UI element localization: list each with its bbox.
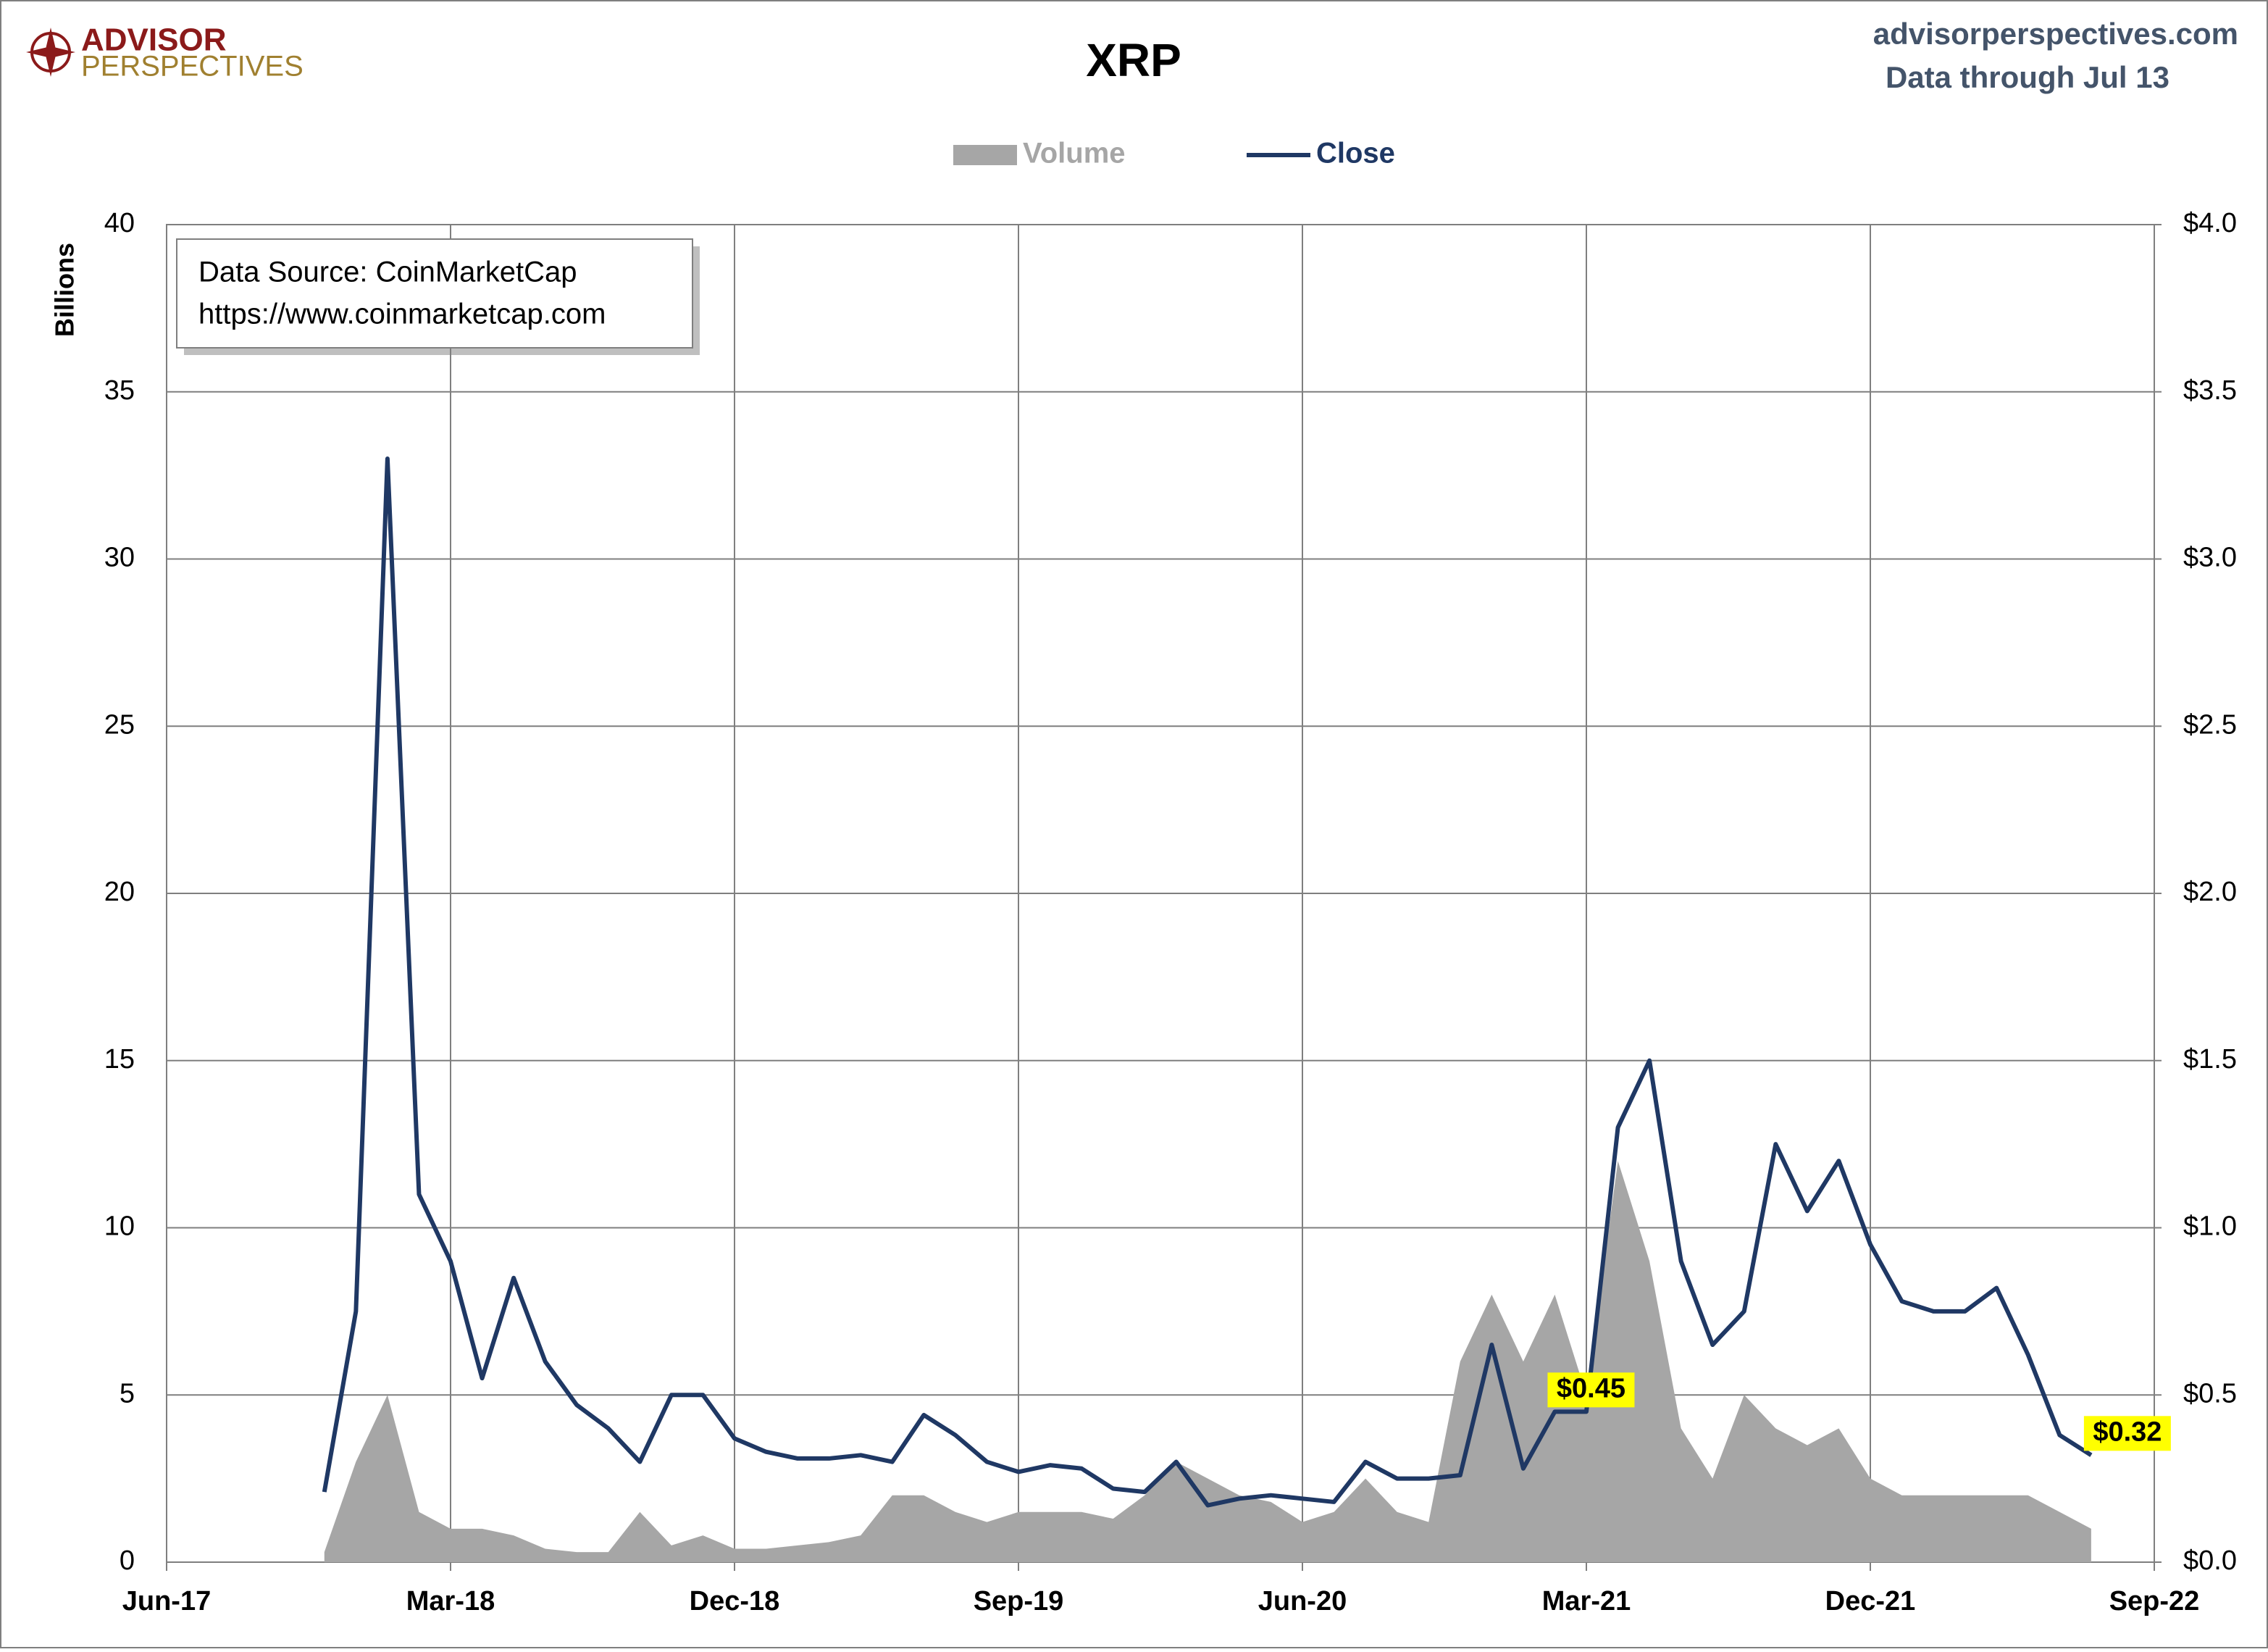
y-tick-label: 0 <box>120 1545 135 1576</box>
y2-tick-label: $3.5 <box>2183 375 2237 406</box>
x-tick-label: Jun-20 <box>1258 1586 1347 1616</box>
value-label: $0.45 <box>1557 1373 1625 1403</box>
x-tick-label: Sep-22 <box>2109 1586 2200 1616</box>
logo: ADVISOR PERSPECTIVES <box>26 22 304 83</box>
source-url: https://www.coinmarketcap.com <box>198 299 606 330</box>
y2-tick-label: $0.0 <box>2183 1545 2237 1576</box>
y-tick-label: 25 <box>104 709 135 740</box>
y2-tick-label: $0.5 <box>2183 1378 2237 1409</box>
y-tick-label: 30 <box>104 543 135 573</box>
x-tick-label: Jun-17 <box>122 1586 211 1616</box>
y-tick-label: 5 <box>120 1378 135 1409</box>
data-note: Data through Jul 13 <box>1886 60 2169 94</box>
y-tick-label: 10 <box>104 1211 135 1242</box>
logo-star <box>26 28 75 77</box>
y2-tick-label: $4.0 <box>2183 208 2237 238</box>
source-box: Data Source: CoinMarketCap https://www.c… <box>176 238 700 355</box>
y2-tick-label: $3.0 <box>2183 543 2237 573</box>
legend-label: Close <box>1316 138 1395 170</box>
box <box>176 238 693 349</box>
y2-tick-label: $2.5 <box>2183 709 2237 740</box>
value-label-bg <box>1547 1372 1635 1408</box>
chart-title: XRP <box>1086 34 1181 86</box>
legend-swatch <box>953 145 1017 165</box>
x-tick-label: Dec-21 <box>1825 1586 1916 1616</box>
x-tick-label: Mar-21 <box>1542 1586 1631 1616</box>
legend-label: Volume <box>1023 138 1126 170</box>
y2-tick-label: $1.0 <box>2183 1211 2237 1242</box>
y-tick-label: 15 <box>104 1044 135 1075</box>
value-label-bg <box>2083 1416 2171 1451</box>
y2-tick-label: $1.5 <box>2183 1044 2237 1075</box>
x-tick-label: Dec-18 <box>690 1586 780 1616</box>
logo-top: ADVISOR <box>81 22 226 58</box>
source-line: Data Source: CoinMarketCap <box>198 256 577 288</box>
close-line <box>322 456 2093 1508</box>
value-label: $0.32 <box>2093 1417 2162 1447</box>
y-tick-label: 20 <box>104 877 135 907</box>
y-tick-label: 40 <box>104 208 135 238</box>
site: advisorperspectives.com <box>1873 17 2238 51</box>
legend: Volume Close <box>953 138 1395 170</box>
logo-bottom: PERSPECTIVES <box>81 51 304 83</box>
y2-tick-label: $2.0 <box>2183 877 2237 907</box>
x-tick-label: Sep-19 <box>974 1586 1064 1616</box>
x-tick-label: Mar-18 <box>406 1586 495 1616</box>
y-axis-label: Billions <box>50 243 80 337</box>
volume-area <box>324 1161 2091 1562</box>
plot-area: $0.45 $0.32 <box>166 224 2171 1571</box>
y-tick-label: 35 <box>104 375 135 406</box>
